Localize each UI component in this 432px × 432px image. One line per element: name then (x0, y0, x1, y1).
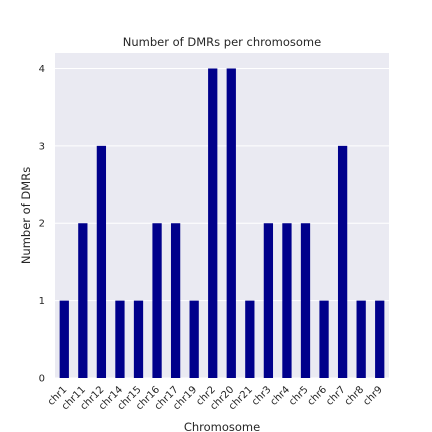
y-tick-label: 0 (39, 374, 45, 385)
bars (59, 68, 385, 378)
x-tick-label: chr6 (306, 384, 330, 408)
bar-chr8 (356, 300, 366, 378)
y-tick-label: 2 (39, 219, 45, 230)
y-tick-labels: 0 1 2 3 4 (39, 64, 45, 385)
plot-background (55, 53, 389, 378)
bar-chr3 (263, 223, 274, 378)
bar-chr17 (170, 223, 181, 378)
bar-chr16 (152, 223, 162, 378)
grid-lines (55, 67, 389, 379)
bar-chr15 (133, 300, 144, 378)
bar-chr4 (282, 223, 292, 378)
bar-chr1 (59, 300, 69, 378)
bar-chr11 (78, 223, 88, 378)
y-axis-label: Number of DMRs (19, 167, 33, 264)
bar-chr7 (337, 145, 348, 378)
bar-chr5 (300, 223, 311, 378)
bar-chr9 (375, 300, 385, 378)
chart-title: Number of DMRs per chromosome (123, 35, 321, 49)
bar-chr2 (208, 68, 218, 378)
bar-chr12 (96, 145, 107, 378)
x-tick-labels: chr1chr11chr12chr14chr15chr16chr17chr19c… (46, 384, 385, 412)
x-tick-label: chr5 (287, 384, 311, 408)
y-tick-label: 4 (39, 64, 45, 75)
x-tick-label: chr8 (343, 384, 367, 408)
bar-chr20 (226, 68, 236, 378)
x-tick-label: chr7 (324, 384, 348, 408)
y-tick-label: 3 (39, 141, 45, 152)
bar-chr14 (115, 300, 125, 378)
x-tick-label: chr4 (269, 384, 293, 408)
bar-chr6 (319, 300, 329, 378)
bar-chr19 (189, 300, 199, 378)
bar-chr21 (245, 300, 255, 378)
x-axis-label: Chromosome (184, 420, 260, 432)
x-tick-label: chr9 (361, 384, 385, 408)
y-tick-label: 1 (39, 296, 45, 307)
x-tick-label: chr3 (250, 384, 274, 408)
